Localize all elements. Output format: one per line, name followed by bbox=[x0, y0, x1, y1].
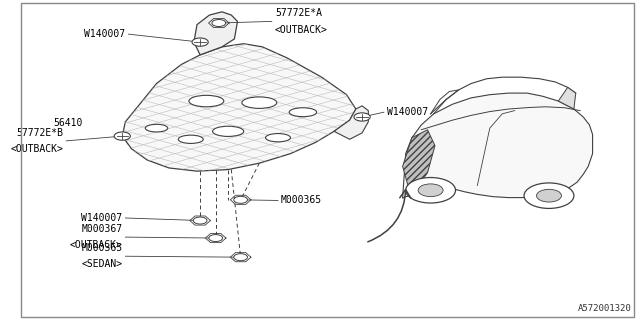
Circle shape bbox=[192, 38, 208, 46]
Text: 57772E*B: 57772E*B bbox=[16, 128, 63, 138]
Circle shape bbox=[212, 20, 226, 27]
Text: M000365: M000365 bbox=[81, 243, 122, 253]
Polygon shape bbox=[403, 93, 593, 198]
Ellipse shape bbox=[242, 97, 276, 108]
Polygon shape bbox=[122, 44, 356, 171]
Polygon shape bbox=[334, 106, 369, 139]
Ellipse shape bbox=[189, 95, 224, 107]
FancyArrowPatch shape bbox=[368, 190, 411, 242]
Circle shape bbox=[354, 113, 370, 121]
Ellipse shape bbox=[212, 126, 244, 136]
Text: M000365: M000365 bbox=[281, 196, 323, 205]
Polygon shape bbox=[558, 87, 576, 109]
Circle shape bbox=[234, 196, 248, 203]
Ellipse shape bbox=[289, 108, 317, 117]
Text: <OUTBACK>: <OUTBACK> bbox=[69, 240, 122, 250]
Circle shape bbox=[114, 132, 131, 140]
Circle shape bbox=[193, 217, 207, 224]
Ellipse shape bbox=[179, 135, 204, 143]
Text: M000367: M000367 bbox=[81, 224, 122, 234]
Text: W140007: W140007 bbox=[81, 213, 122, 223]
Circle shape bbox=[209, 235, 223, 242]
Text: W140007: W140007 bbox=[387, 107, 428, 117]
Circle shape bbox=[406, 178, 456, 203]
Text: A572001320: A572001320 bbox=[578, 304, 632, 313]
Text: <SEDAN>: <SEDAN> bbox=[81, 260, 122, 269]
Polygon shape bbox=[194, 12, 237, 55]
Text: 57772E*A: 57772E*A bbox=[275, 8, 322, 18]
Circle shape bbox=[418, 184, 443, 197]
Text: <OUTBACK>: <OUTBACK> bbox=[275, 25, 328, 35]
Text: W140007: W140007 bbox=[84, 29, 125, 39]
Text: <OUTBACK>: <OUTBACK> bbox=[10, 144, 63, 154]
Text: 56410: 56410 bbox=[54, 118, 83, 128]
Circle shape bbox=[536, 189, 561, 202]
Circle shape bbox=[524, 183, 574, 208]
Circle shape bbox=[234, 254, 248, 261]
Ellipse shape bbox=[145, 124, 168, 132]
Ellipse shape bbox=[266, 133, 291, 142]
Polygon shape bbox=[403, 130, 435, 189]
